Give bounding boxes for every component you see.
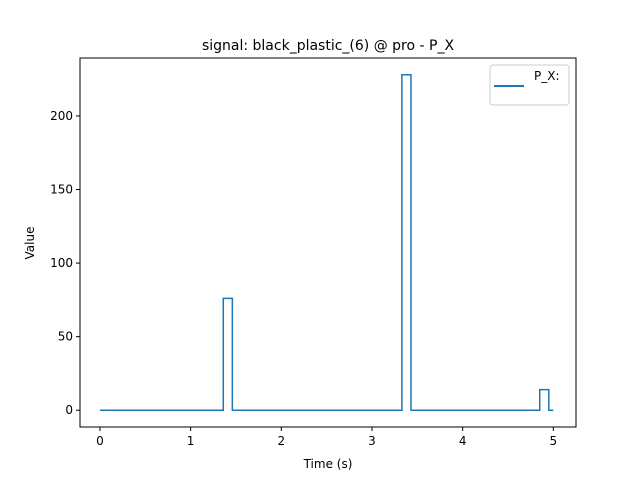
legend: P_X: — [489, 64, 570, 106]
x-tick-label: 5 — [550, 434, 558, 448]
series-line-0 — [99, 74, 554, 411]
legend-box — [489, 64, 570, 106]
plot-area — [80, 58, 576, 427]
legend-label: P_X: — [534, 69, 560, 83]
y-tick-label: 100 — [50, 256, 73, 270]
x-tick-label: 2 — [277, 434, 285, 448]
x-axis-ticks: 0 1 2 3 4 5 — [96, 427, 557, 448]
chart-title: signal: black_plastic_(6) @ pro - P_X — [202, 38, 454, 54]
y-tick-label: 200 — [50, 109, 73, 123]
x-tick-label: 4 — [459, 434, 467, 448]
y-axis-ticks: 0 50 100 150 200 — [50, 109, 80, 417]
y-tick-label: 0 — [65, 403, 73, 417]
x-tick-label: 1 — [187, 434, 195, 448]
x-axis-label: Time (s) — [303, 457, 353, 471]
y-tick-label: 150 — [50, 183, 73, 197]
y-axis-label: Value — [23, 227, 37, 260]
plot-marks — [99, 74, 554, 411]
x-tick-label: 3 — [368, 434, 376, 448]
y-tick-label: 50 — [58, 330, 73, 344]
x-tick-label: 0 — [96, 434, 104, 448]
plot-frame — [79, 57, 577, 428]
